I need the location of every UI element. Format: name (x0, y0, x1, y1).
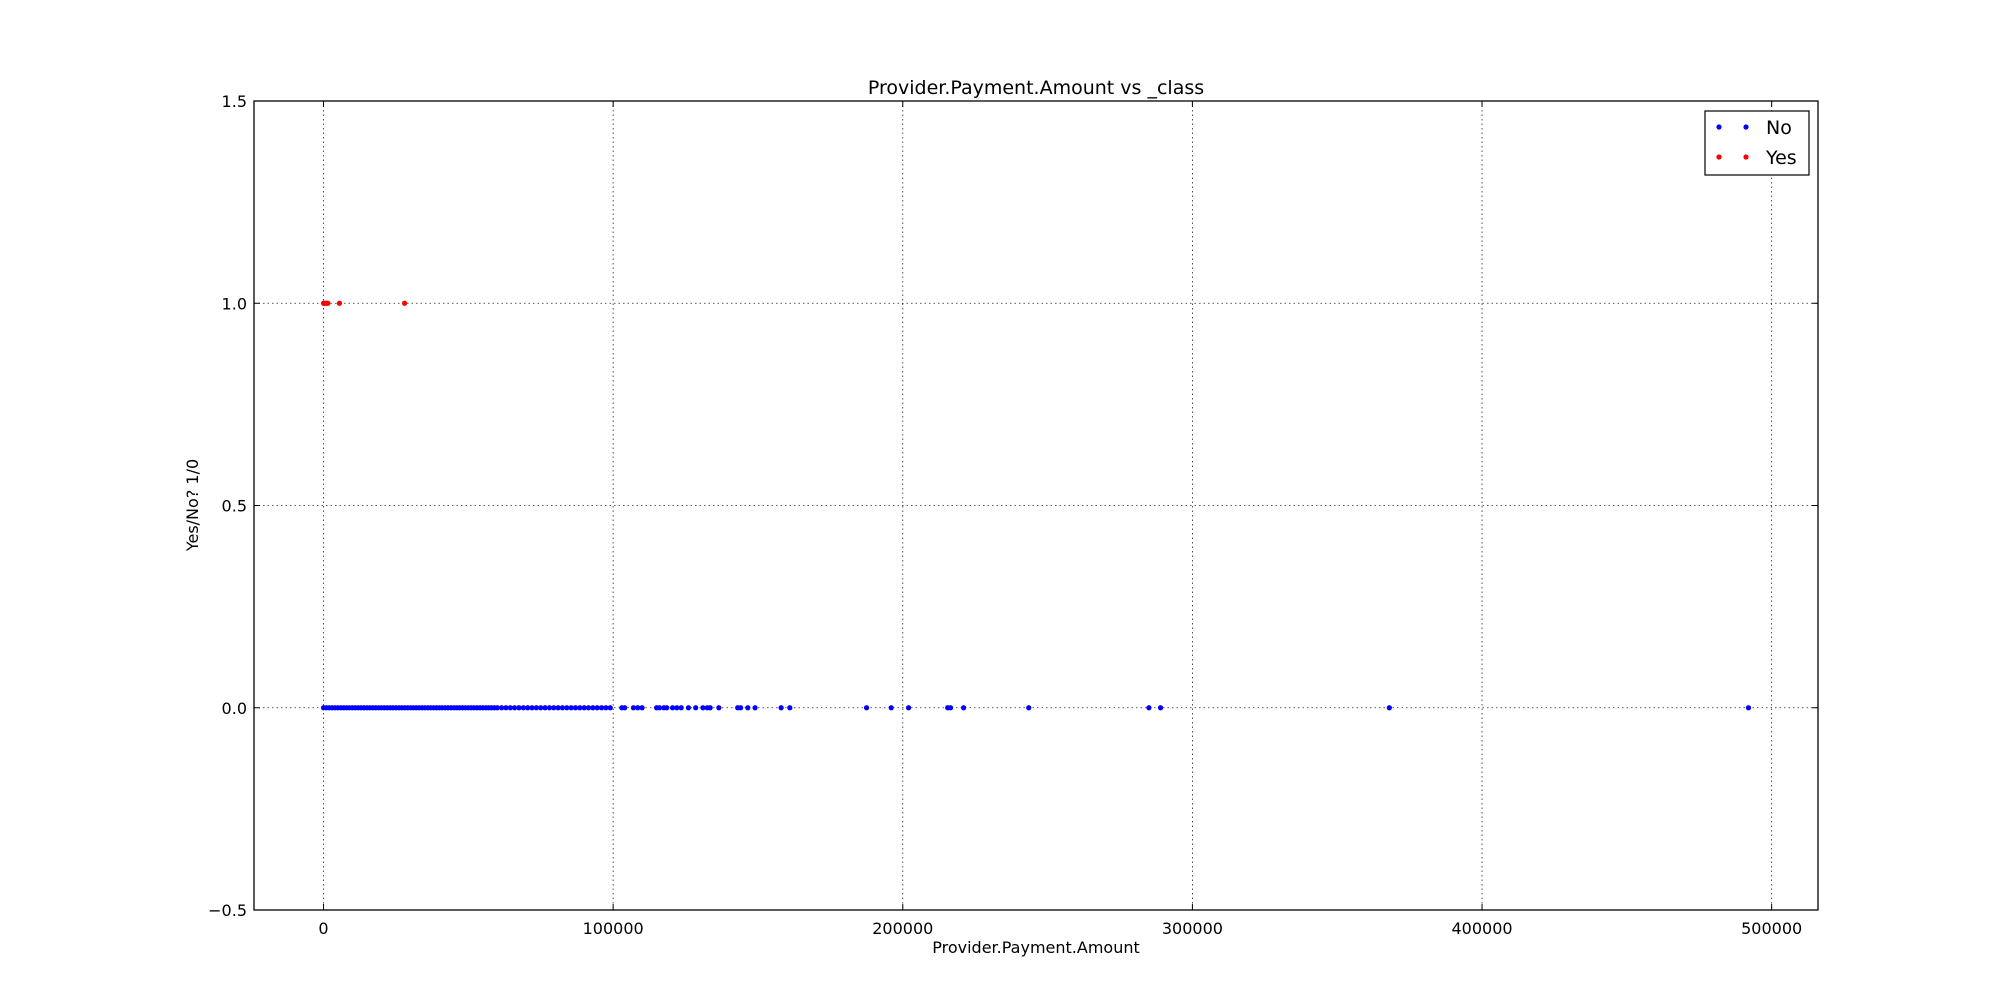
data-point-no (1026, 705, 1032, 711)
data-point-no (577, 705, 583, 711)
data-point-no (905, 705, 912, 711)
data-point-no (778, 705, 784, 711)
data-point-no (674, 705, 680, 711)
data-point-no (630, 705, 637, 711)
data-point-no (542, 705, 548, 711)
data-point-no (520, 705, 526, 711)
data-point-no (960, 705, 967, 711)
data-point-no (693, 705, 699, 711)
data-point-no (581, 705, 587, 711)
y-tick-label: −0.5 (208, 901, 247, 920)
data-point-no (635, 705, 641, 711)
data-point-no (1157, 705, 1164, 711)
data-point-no (512, 705, 518, 711)
x-tick-label: 400000 (1451, 919, 1512, 938)
data-point-no (603, 705, 609, 711)
legend-marker-yes (1716, 154, 1722, 160)
data-point-no (752, 705, 758, 711)
y-tick-label: 0.5 (222, 497, 247, 516)
legend-box (1704, 110, 1810, 176)
data-point-no (507, 705, 513, 711)
data-point-no (525, 705, 531, 711)
y-axis-label: Yes/No? 1/0 (183, 459, 202, 552)
data-point-no (533, 705, 539, 711)
data-point-no (538, 705, 544, 711)
legend-marker-yes (1743, 154, 1749, 160)
data-point-no (594, 705, 600, 711)
data-point-no (685, 705, 692, 711)
data-point-no (947, 705, 954, 711)
x-axis-label: Provider.Payment.Amount (932, 938, 1140, 957)
data-point-no (1745, 705, 1752, 711)
data-point-no (559, 705, 566, 711)
legend-marker-no (1716, 124, 1722, 130)
x-tick-label: 0 (318, 919, 328, 938)
axis-ticks: 0 100000 200000 300000 400000 500000 −0.5 0.0 0.… (208, 92, 1818, 938)
x-tick-label: 200000 (872, 919, 933, 938)
data-point-no (745, 705, 751, 711)
data-point-no (669, 705, 676, 711)
data-point-no (564, 705, 570, 711)
data-point-yes (402, 300, 408, 306)
data-point-no (622, 705, 628, 711)
data-point-no (1146, 705, 1152, 711)
data-point-no (664, 705, 670, 711)
legend-label-yes: Yes (1765, 147, 1797, 169)
data-point-no (656, 705, 663, 711)
data-point-no (529, 705, 535, 711)
y-tick-label: 1.5 (222, 92, 247, 111)
x-tick-label: 500000 (1741, 919, 1802, 938)
data-point-no (516, 705, 522, 711)
data-point-no (607, 705, 613, 711)
data-point-no (494, 705, 500, 711)
data-point-no (787, 705, 793, 711)
data-point-no (572, 705, 579, 711)
chart-title: Provider.Payment.Amount vs _class (868, 77, 1204, 99)
data-point-no (568, 705, 574, 711)
y-tick-label: 0.0 (222, 699, 247, 718)
data-point-no (700, 705, 706, 711)
data-point-no (499, 705, 505, 711)
data-point-yes (336, 300, 343, 306)
data-point-no (639, 705, 645, 711)
data-point-no (678, 705, 684, 711)
data-point-no (707, 705, 713, 711)
data-point-no (888, 705, 894, 711)
data-point-no (585, 705, 592, 711)
x-tick-label: 100000 (583, 919, 644, 938)
x-tick-label: 300000 (1162, 919, 1223, 938)
data-point-no (503, 705, 509, 711)
data-points (320, 300, 1752, 711)
data-point-no (551, 705, 557, 711)
data-point-no (716, 705, 722, 711)
data-point-no (863, 705, 870, 711)
data-point-yes (325, 300, 331, 306)
legend: No Yes (1704, 110, 1810, 176)
y-tick-label: 1.0 (222, 294, 247, 313)
data-point-no (1386, 705, 1392, 711)
legend-marker-no (1743, 124, 1749, 130)
data-point-no (555, 705, 561, 711)
data-point-no (737, 705, 744, 711)
data-point-no (598, 705, 605, 711)
data-point-no (590, 705, 596, 711)
legend-label-no: No (1766, 117, 1792, 139)
data-point-no (546, 705, 553, 711)
